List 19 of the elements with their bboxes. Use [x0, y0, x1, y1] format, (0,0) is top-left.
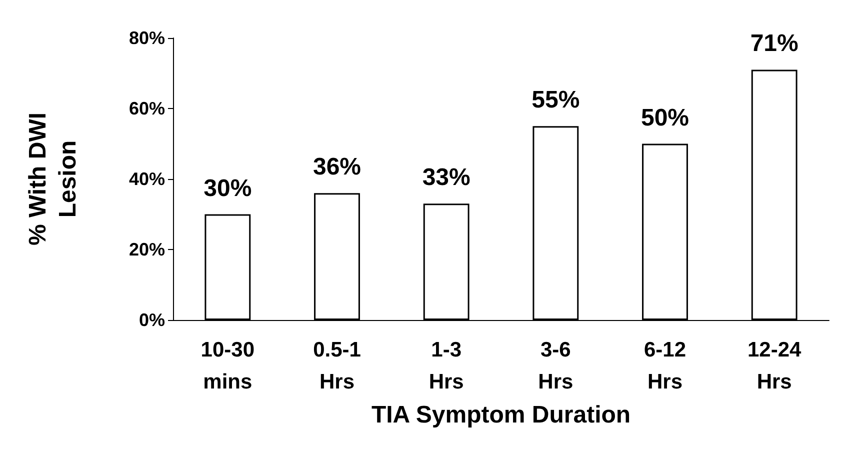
data-label: 71% [750, 30, 798, 58]
y-tick-label: 40% [128, 169, 165, 189]
x-tick-label: 3-6 Hrs [538, 338, 574, 394]
data-label: 36% [312, 154, 362, 181]
y-tick-label: 80% [128, 28, 165, 48]
y-axis-title: % With DWI Lesion [24, 112, 82, 246]
y-tick-label: 0% [138, 310, 165, 330]
data-label: 30% [204, 174, 252, 202]
x-axis-title: TIA Symptom Duration [371, 401, 631, 428]
y-tick-label: 60% [128, 98, 165, 118]
data-label: 50% [640, 104, 690, 132]
x-tick-label: 10-30 mins [200, 338, 255, 394]
data-label: 55% [532, 86, 580, 114]
x-tick-label: 0.5-1 Hrs [313, 338, 362, 394]
y-tick-label: 20% [128, 240, 165, 260]
data-label: 33% [422, 164, 470, 192]
x-tick-label: 6-12 Hrs [644, 338, 686, 394]
x-tick-label: 12-24 Hrs [747, 338, 802, 394]
x-tick-label: 1-3 Hrs [428, 338, 464, 394]
